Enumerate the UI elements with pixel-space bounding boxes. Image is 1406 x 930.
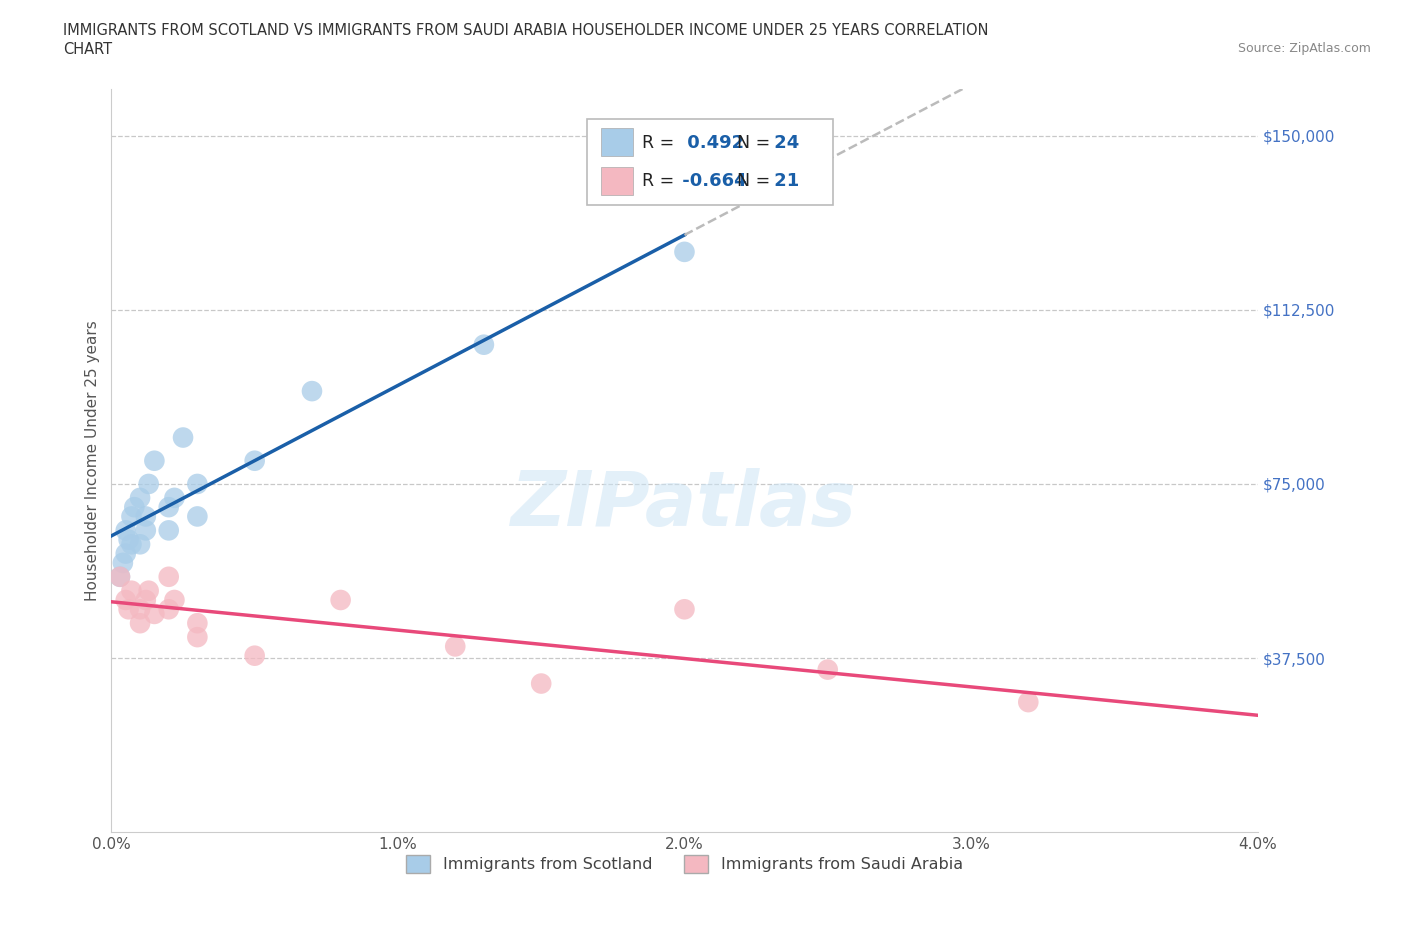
Point <box>673 245 696 259</box>
Text: 0.492: 0.492 <box>681 134 744 152</box>
Point <box>121 509 143 524</box>
Text: -0.664: -0.664 <box>676 172 747 191</box>
Text: IMMIGRANTS FROM SCOTLAND VS IMMIGRANTS FROM SAUDI ARABIA HOUSEHOLDER INCOME UNDE: IMMIGRANTS FROM SCOTLAND VS IMMIGRANTS F… <box>63 23 988 38</box>
Point <box>243 648 266 663</box>
Point <box>186 509 208 524</box>
Point <box>817 662 839 677</box>
Text: R =: R = <box>643 134 675 152</box>
Point <box>301 384 323 399</box>
Point <box>138 476 160 491</box>
Point <box>135 509 157 524</box>
FancyBboxPatch shape <box>588 119 834 205</box>
Text: 21: 21 <box>768 172 800 191</box>
Point <box>138 583 160 598</box>
Point <box>186 630 208 644</box>
Text: N =: N = <box>725 134 770 152</box>
Point <box>129 616 152 631</box>
Point <box>157 569 180 584</box>
Point <box>129 537 152 551</box>
Point <box>135 523 157 538</box>
Point <box>186 476 208 491</box>
Point <box>129 602 152 617</box>
Text: Source: ZipAtlas.com: Source: ZipAtlas.com <box>1237 42 1371 55</box>
Point <box>186 616 208 631</box>
Text: N =: N = <box>725 172 770 191</box>
Point <box>444 639 467 654</box>
Point <box>114 592 136 607</box>
Text: CHART: CHART <box>63 42 112 57</box>
Point <box>157 499 180 514</box>
Point <box>121 537 143 551</box>
Point <box>124 499 146 514</box>
Point <box>243 453 266 468</box>
Point <box>472 338 495 352</box>
Point <box>143 453 166 468</box>
Point <box>673 602 696 617</box>
Point <box>121 583 143 598</box>
Point <box>163 490 186 505</box>
FancyBboxPatch shape <box>600 128 633 156</box>
Point <box>157 523 180 538</box>
Point <box>172 430 194 445</box>
Text: ZIPatlas: ZIPatlas <box>512 469 858 542</box>
Point <box>108 569 131 584</box>
Text: R =: R = <box>643 172 675 191</box>
Point <box>1017 695 1039 710</box>
Point <box>114 546 136 561</box>
Point <box>117 532 139 547</box>
Point <box>114 523 136 538</box>
Text: 24: 24 <box>768 134 800 152</box>
Y-axis label: Householder Income Under 25 years: Householder Income Under 25 years <box>86 320 100 601</box>
Point <box>157 602 180 617</box>
Legend: Immigrants from Scotland, Immigrants from Saudi Arabia: Immigrants from Scotland, Immigrants fro… <box>399 848 969 880</box>
Point <box>117 602 139 617</box>
FancyBboxPatch shape <box>600 166 633 194</box>
Point <box>530 676 553 691</box>
Point <box>163 592 186 607</box>
Point <box>329 592 352 607</box>
Point <box>111 555 134 570</box>
Point <box>129 490 152 505</box>
Point <box>143 606 166 621</box>
Point <box>108 569 131 584</box>
Point <box>135 592 157 607</box>
